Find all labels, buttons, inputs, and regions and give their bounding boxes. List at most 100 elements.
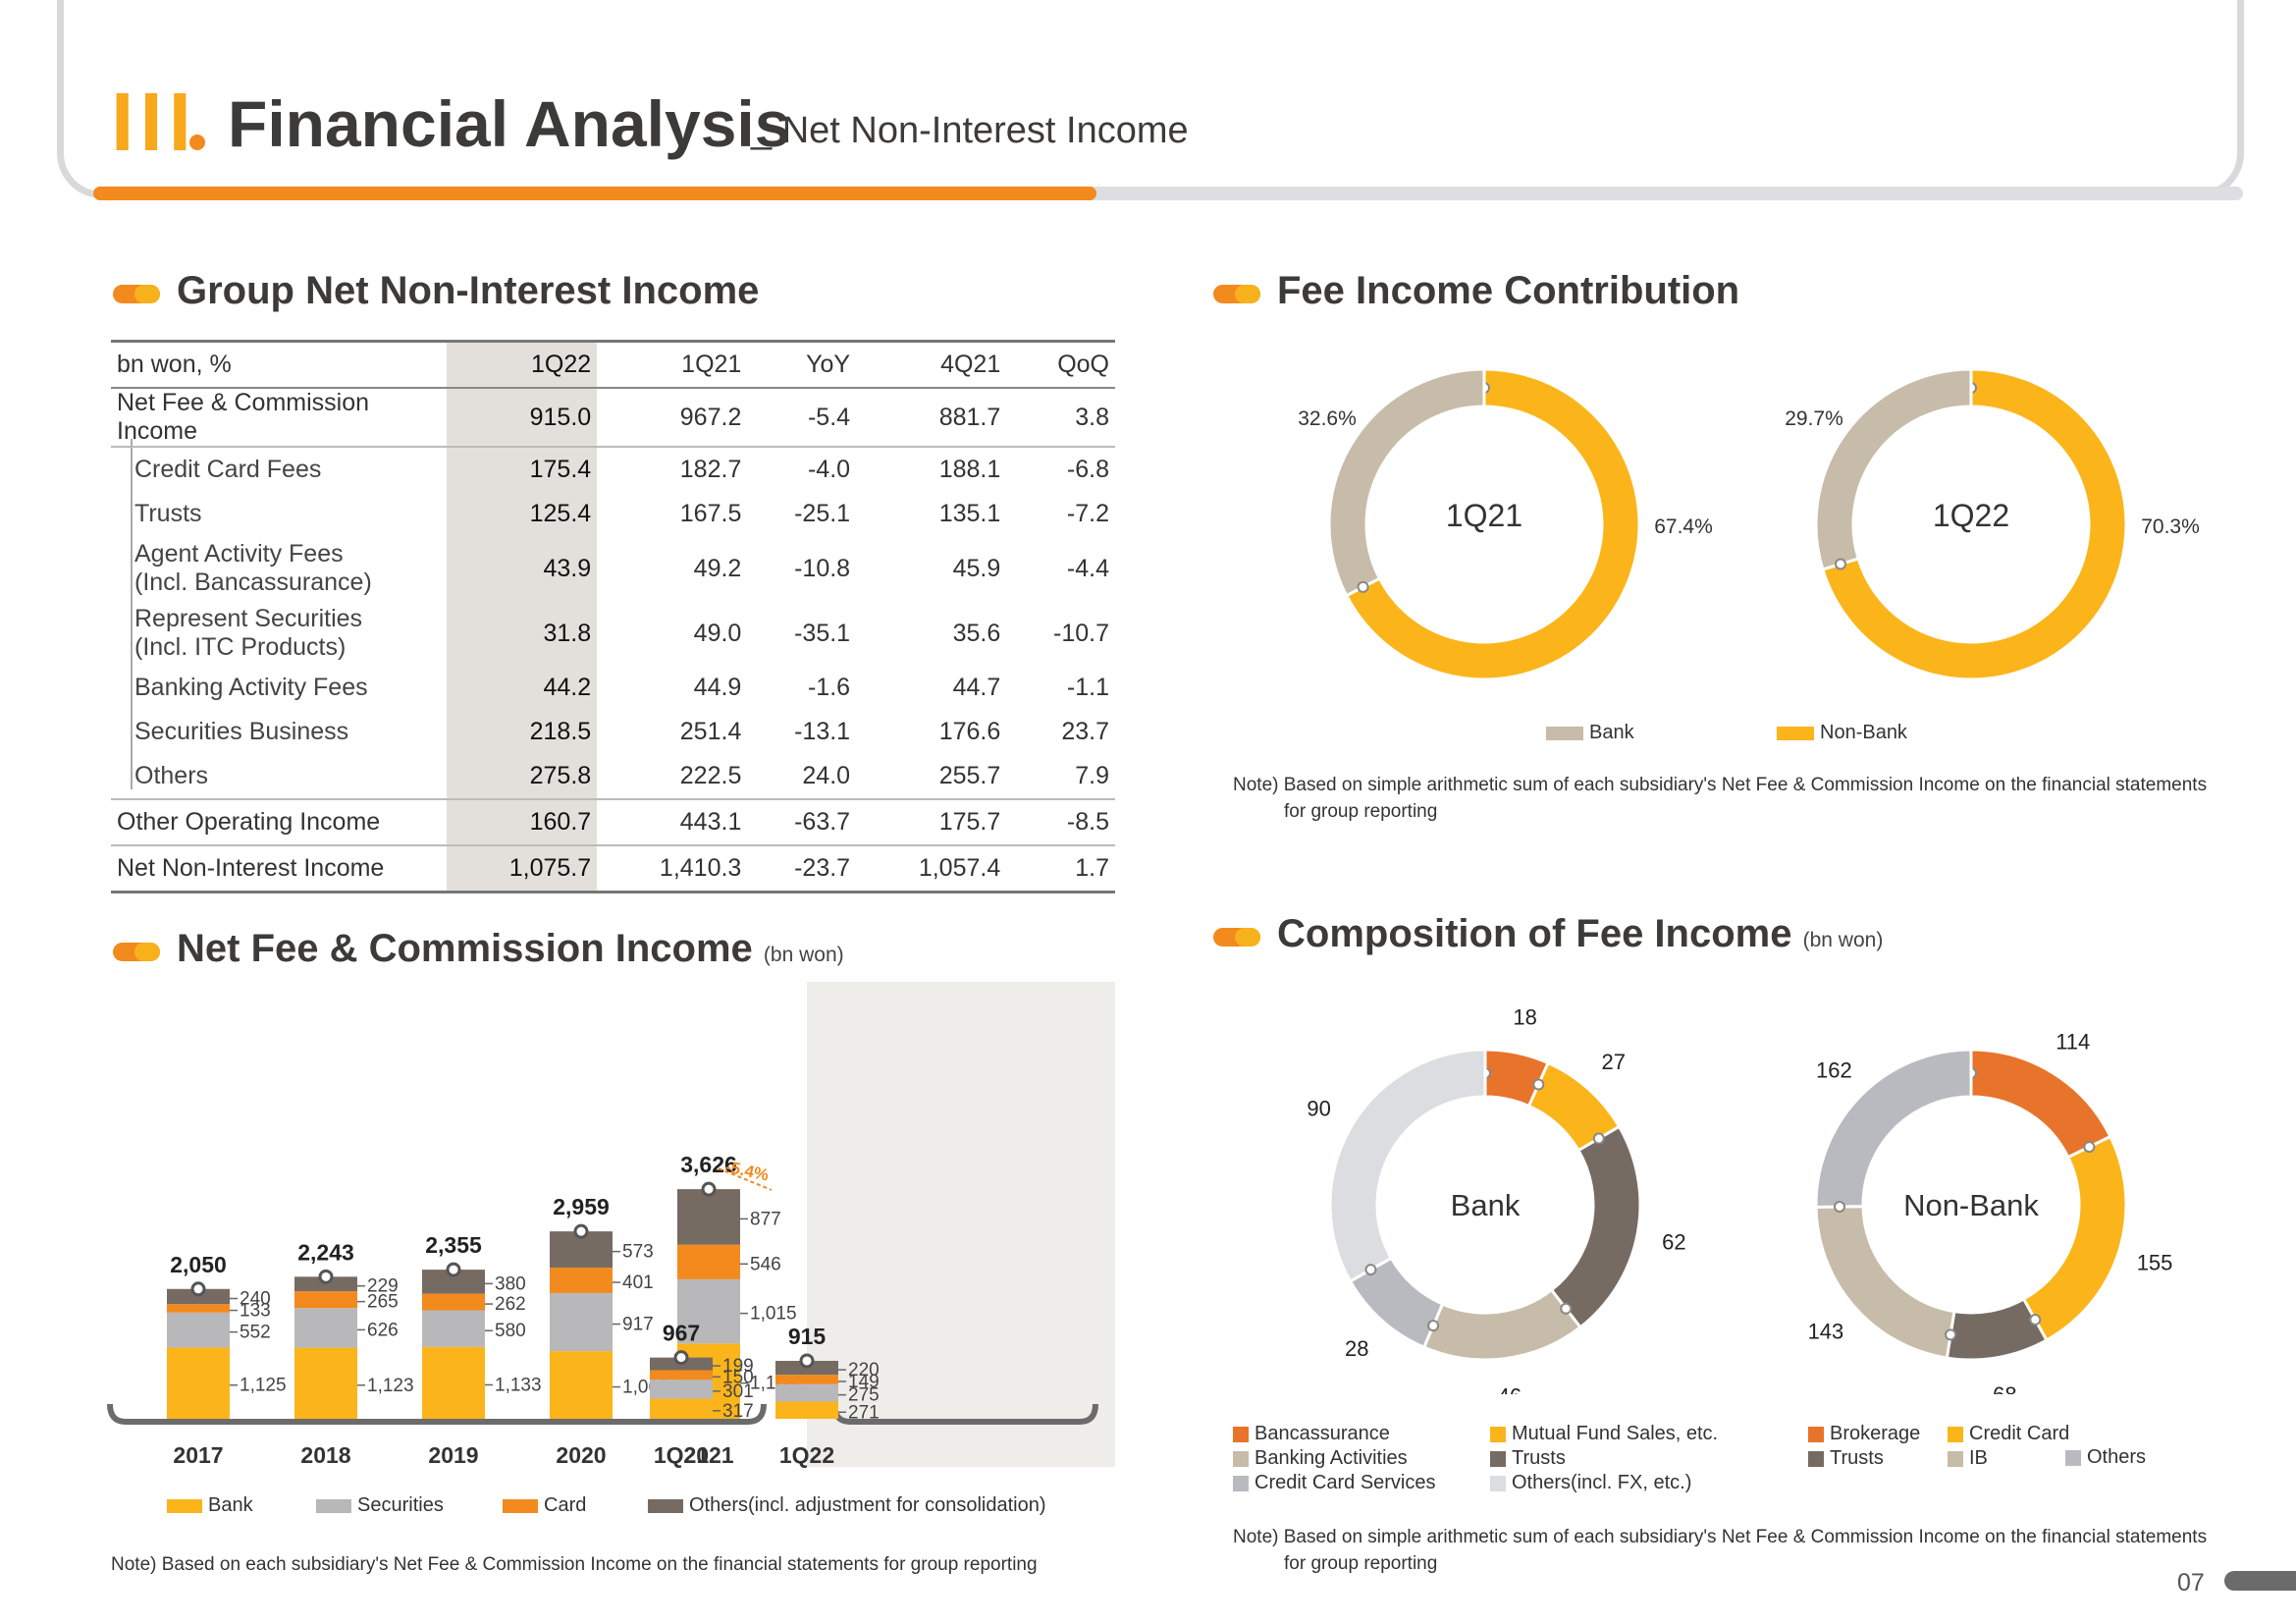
total-marker: [190, 1281, 206, 1297]
legend-swatch: [503, 1498, 538, 1513]
composition-charts: Bank 18 27 62 46 28 90 Non-Bank 114 155 68 143 162: [1307, 1004, 2172, 1394]
cell: -10.8: [794, 554, 851, 582]
cell: 3.8: [1006, 388, 1115, 448]
slice-label: 70.3%: [2141, 515, 2200, 538]
bar-segment: [294, 1347, 357, 1419]
legend-label: Brokerage: [1830, 1423, 1921, 1444]
data-label: 301: [722, 1381, 754, 1402]
legend-swatch: [1808, 1450, 1824, 1467]
page-tab: [2224, 1571, 2296, 1591]
table-row: Others 275.8 222.5 24.0 255.7 7.9: [111, 754, 1115, 800]
table-row: Net Fee & Commission Income 915.0 967.2 …: [111, 388, 1115, 448]
col-header: YoY: [747, 340, 857, 389]
total-marker: [318, 1269, 334, 1284]
cell: 44.9: [693, 674, 742, 701]
cell: 176.6: [938, 718, 1001, 745]
row-label-line2: (Incl. ITC Products): [134, 633, 347, 661]
data-label: 199: [722, 1356, 754, 1377]
cell: -7.2: [1066, 500, 1109, 527]
row-label: Other Operating Income: [111, 799, 447, 846]
data-label: 1,125: [240, 1376, 287, 1396]
legend-label: Trusts: [1512, 1447, 1566, 1469]
bar-segment: [650, 1380, 713, 1399]
legend-item-card: Card: [503, 1494, 586, 1517]
slice-marker: [1532, 1078, 1545, 1091]
data-label: 626: [367, 1320, 399, 1340]
legend-item: Credit Card Services: [1233, 1471, 1436, 1495]
cell: 915.0: [447, 388, 598, 448]
cell: 125.4: [447, 492, 598, 536]
data-label: 877: [750, 1209, 781, 1229]
bar-segment: [677, 1244, 740, 1279]
cell: 31.8: [447, 601, 598, 666]
cell: 7.9: [1006, 754, 1115, 800]
cell: 43.9: [447, 536, 598, 601]
legend-label: Credit Card: [1969, 1423, 2070, 1444]
cell: -23.7: [747, 845, 857, 893]
data-label: 317: [722, 1401, 754, 1422]
legend-swatch: [1233, 1426, 1249, 1442]
data-label: 229: [367, 1276, 399, 1297]
cell: -8.5: [1006, 799, 1115, 846]
subtitle-text: Net Non-Interest Income: [781, 110, 1189, 151]
total-label: 2,243: [297, 1239, 354, 1265]
bar-segment: [422, 1346, 485, 1419]
note-line: Note) Based on simple arithmetic sum of …: [1233, 775, 2208, 795]
bullet-icon: [113, 285, 160, 303]
data-label: 265: [367, 1292, 399, 1313]
data-label: 240: [240, 1289, 271, 1310]
legend-label: Bancassurance: [1255, 1423, 1390, 1444]
contribution-charts: 1Q21 32.6% 67.4% 1Q22 29.7% 70.3%: [1298, 367, 2200, 681]
table-row: Net Non-Interest Income 1,075.7 1,410.3 …: [111, 845, 1115, 893]
contribution-note: Note) Based on simple arithmetic sum of …: [1233, 772, 2207, 825]
col-header: QoQ: [1006, 340, 1115, 389]
row-label: Others: [111, 754, 447, 800]
donut-center-label: Bank: [1451, 1188, 1521, 1222]
data-label: 133: [240, 1301, 271, 1322]
cell: -25.1: [794, 500, 851, 527]
donut-slice: [1421, 1287, 1583, 1362]
table-row: Securities Business 218.5 251.4 -13.1 17…: [111, 710, 1115, 754]
legend-swatch: [1948, 1426, 1963, 1442]
section-title-contribution: Fee Income Contribution: [1277, 269, 1740, 312]
slice-label: 32.6%: [1298, 407, 1357, 430]
legend-swatch: [2065, 1449, 2081, 1466]
category-label: 2021: [683, 1442, 733, 1468]
slice-marker: [2083, 1141, 2096, 1154]
row-label: Trusts: [134, 500, 202, 527]
slice-value-label: 90: [1307, 1096, 1330, 1120]
slice-value-label: 143: [1808, 1319, 1844, 1343]
section-title-text: Composition of Fee Income: [1277, 912, 1792, 955]
cell: -63.7: [747, 799, 857, 846]
data-label: 1,015: [750, 1304, 797, 1325]
donut-slice: [1328, 1048, 1487, 1283]
cell: 160.7: [447, 799, 598, 846]
category-label: 1Q21: [654, 1442, 709, 1468]
donut-slice: [1549, 1124, 1642, 1329]
cell: -4.0: [807, 456, 851, 483]
data-label: 150: [722, 1367, 754, 1387]
cell: -10.7: [1053, 619, 1109, 647]
legend-label: Non-Bank: [1820, 722, 1907, 743]
note-line: Note) Based on simple arithmetic sum of …: [1233, 1527, 2208, 1547]
row-label-line1: Agent Activity Fees: [134, 540, 344, 568]
slice-value-label: 28: [1345, 1336, 1368, 1361]
legend-item: Banking Activities: [1233, 1446, 1436, 1471]
data-label: 220: [848, 1360, 880, 1380]
bar-segment: [294, 1308, 357, 1348]
total-label: 2,959: [553, 1194, 610, 1219]
donut-slice: [1814, 1048, 1973, 1209]
total-marker: [573, 1223, 589, 1239]
data-label: 573: [622, 1242, 654, 1263]
legend-swatch: [1490, 1450, 1506, 1467]
legend-label: Others(incl. FX, etc.): [1512, 1472, 1692, 1493]
total-marker: [701, 1181, 717, 1197]
bar-segment: [167, 1347, 230, 1419]
legend-swatch: [316, 1498, 351, 1513]
legend-swatch: [1777, 726, 1814, 740]
legend-swatch: [648, 1498, 683, 1513]
row-label: Net Fee & Commission Income: [111, 388, 447, 448]
composition-note: Note) Based on simple arithmetic sum of …: [1233, 1524, 2207, 1577]
yoy-arrow: [718, 1167, 773, 1191]
slice-value-label: 62: [1662, 1229, 1685, 1254]
